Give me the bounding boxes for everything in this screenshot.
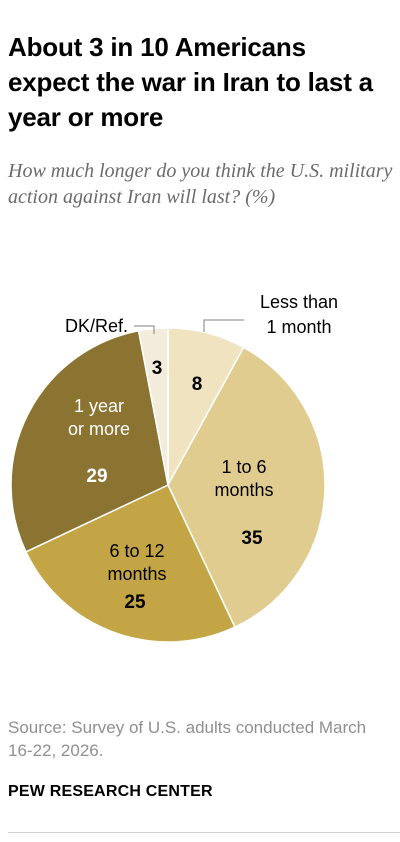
bottom-divider (8, 832, 400, 833)
pie-slice-dk-ref (137, 327, 169, 486)
slice-value-6-to-12-months: 25 (124, 592, 146, 613)
source-note: Source: Survey of U.S. adults conducted … (8, 718, 367, 760)
pie-slice-1-to-6-months (167, 346, 326, 629)
leader-line-less-than-1-month (203, 319, 244, 332)
chart-subtitle: How much longer do you think the U.S. mi… (8, 160, 393, 208)
slice-value-1-year-or-more: 29 (86, 466, 107, 487)
org-name: PEW RESEARCH CENTER (8, 783, 213, 800)
pie-slice-6-to-12-months (24, 484, 236, 643)
slice-label-less-than-1-month: 1 month (266, 317, 331, 337)
slice-label-less-than-1-month: Less than (260, 292, 338, 312)
slice-value-dk-ref: 3 (152, 358, 163, 379)
slice-label-dk-ref: DK/Ref. (65, 316, 128, 336)
slice-value-1-to-6-months: 35 (241, 528, 263, 549)
slice-value-less-than-1-month: 8 (192, 374, 203, 395)
slice-label-6-to-12-months: months (107, 564, 166, 584)
pie-slice-1-year-or-more (10, 329, 169, 553)
slice-label-1-to-6-months: months (214, 480, 273, 500)
slice-label-1-year-or-more: 1 year (74, 396, 124, 416)
slice-label-1-year-or-more: or more (68, 419, 130, 439)
leader-line-dk-ref (134, 325, 155, 334)
slice-label-6-to-12-months: 6 to 12 (109, 541, 164, 561)
pie-chart: 8 35 1 to 6 months 25 6 to 12 months 29 1 year or… (10, 292, 338, 643)
chart-title: About 3 in 10 Americans expect the war i… (8, 32, 373, 132)
slice-label-1-to-6-months: 1 to 6 (221, 457, 266, 477)
